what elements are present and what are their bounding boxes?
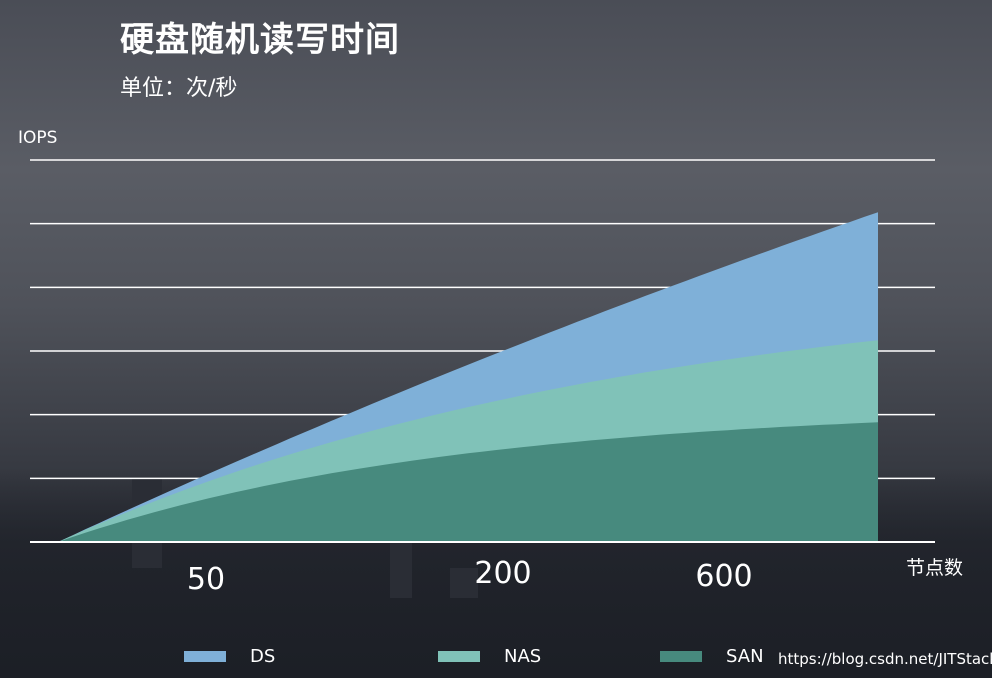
chart-subtitle: 单位：次/秒 [120,76,238,101]
tower-silhouette [390,538,412,598]
legend-item-ds: DS [184,646,275,667]
x-axis-label: 节点数 [906,557,964,579]
chart-title: 硬盘随机读写时间 [120,20,400,60]
legend-label: SAN [726,646,764,667]
legend-swatch [438,651,480,662]
watermark: https://blog.csdn.net/JITStack [778,650,992,668]
legend-swatch [184,651,226,662]
legend-item-nas: NAS [438,646,541,667]
legend-label: DS [250,646,276,667]
y-axis-label: IOPS [18,128,58,148]
x-tick-label: 600 [695,559,753,594]
tower-silhouette [450,568,478,598]
legend-swatch [660,651,702,662]
x-tick-label: 50 [186,562,226,597]
legend-label: NAS [504,646,542,667]
area-series-san [58,422,878,542]
x-tick-label: 200 [474,556,532,591]
legend-item-san: SAN [660,646,764,667]
